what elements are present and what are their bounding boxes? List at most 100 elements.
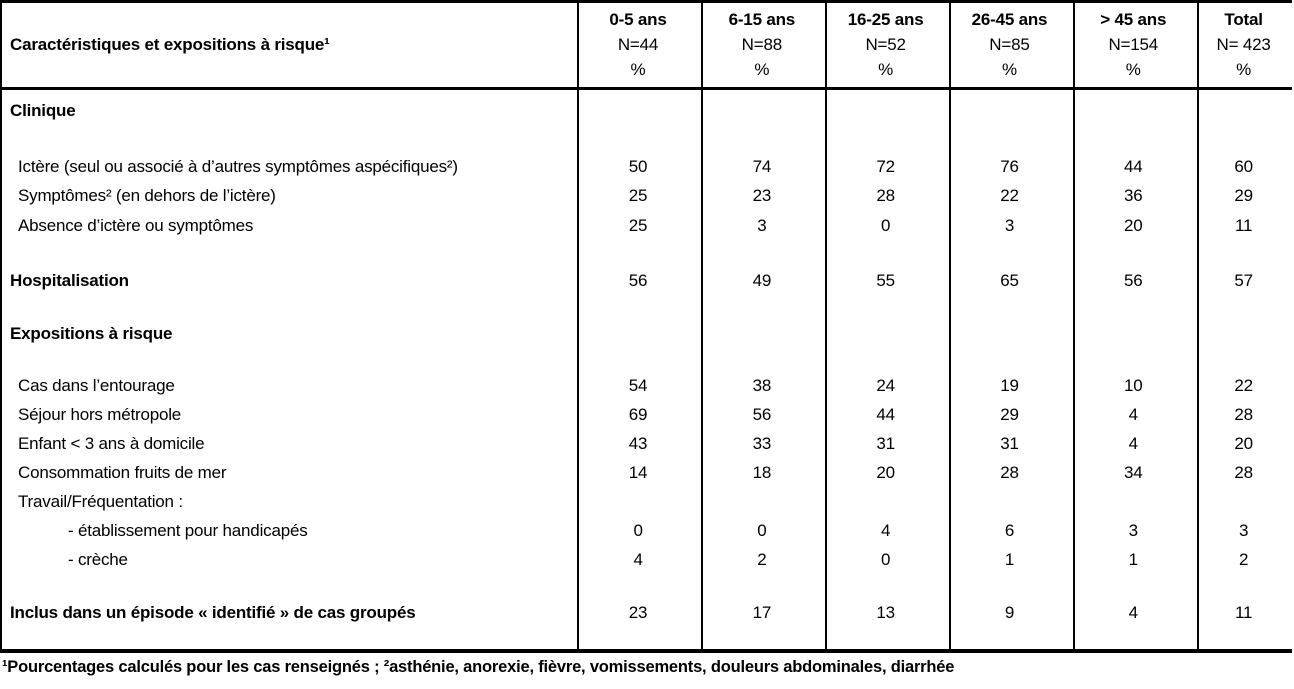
row-spacer (2, 348, 1292, 371)
table-row: Enfant < 3 ans à domicile 43 33 31 31 4 … (2, 429, 1292, 458)
table-row: Expositions à risque (2, 319, 1292, 348)
age-group-label: 0-5 ans (609, 10, 667, 30)
row-value: 55 (876, 270, 895, 290)
row-value: 13 (876, 602, 895, 622)
row-value: 25 (628, 215, 648, 235)
row-value (700, 487, 824, 516)
table-footnote: ¹Pourcentages calculés pour les cas rens… (2, 658, 955, 676)
row-label: Ictère (seul ou associé à d’autres sympt… (18, 156, 458, 176)
row-value: 33 (752, 433, 772, 453)
percent-symbol: % (754, 59, 770, 79)
column-header: > 45 ans N=154 % (1071, 3, 1195, 87)
table-row: Travail/Fréquentation : (2, 487, 1292, 516)
row-label: Absence d’ictère ou symptômes (18, 215, 254, 235)
percent-symbol: % (1125, 59, 1141, 79)
row-value: 9 (1004, 602, 1015, 622)
row-value: 3 (1238, 520, 1249, 540)
row-label: Hospitalisation (10, 270, 129, 290)
column-divider (825, 3, 827, 649)
column-header: Total N= 423 % (1195, 3, 1292, 87)
row-value (1071, 319, 1195, 348)
row-value: 50 (628, 156, 648, 176)
table-row: Ictère (seul ou associé à d’autres sympt… (2, 152, 1292, 181)
row-value (576, 319, 700, 348)
row-value (576, 487, 700, 516)
age-group-label: Total (1224, 10, 1263, 30)
column-header: 0-5 ans N=44 % (576, 3, 700, 87)
row-value: 1 (1128, 549, 1138, 569)
row-value: 20 (876, 462, 895, 482)
row-value (948, 487, 1072, 516)
table-row: Consommation fruits de mer 14 18 20 28 3… (2, 458, 1292, 487)
row-value (824, 487, 948, 516)
row-value: 4 (1128, 404, 1138, 424)
row-spacer (2, 295, 1292, 319)
percent-symbol: % (1236, 59, 1252, 79)
row-label: - établissement pour handicapés (68, 520, 308, 540)
row-value: 65 (1000, 270, 1019, 290)
table-row: - établissement pour handicapés 0 0 4 6 … (2, 516, 1292, 545)
age-group-label: 6-15 ans (728, 10, 796, 30)
row-value: 28 (1234, 462, 1253, 482)
row-value: 2 (1238, 549, 1249, 569)
row-spacer (2, 240, 1292, 266)
row-value: 23 (628, 602, 648, 622)
row-value: 3 (1128, 520, 1138, 540)
row-value: 28 (1234, 404, 1253, 424)
table-row: Cas dans l’entourage 54 38 24 19 10 22 (2, 371, 1292, 400)
row-value (1195, 90, 1292, 132)
row-value: 20 (1234, 433, 1253, 453)
row-value: 4 (633, 549, 643, 569)
column-divider (1073, 3, 1075, 649)
row-label: Expositions à risque (10, 323, 173, 343)
row-value: 31 (876, 433, 895, 453)
row-value: 23 (752, 186, 772, 205)
row-value (1071, 90, 1195, 132)
row-value: 0 (881, 215, 891, 235)
row-value (1071, 487, 1195, 516)
table-row: - crèche 4 2 0 1 1 2 (2, 545, 1292, 574)
row-value: 20 (1124, 215, 1143, 235)
row-value: 0 (757, 520, 767, 540)
row-value: 69 (628, 404, 648, 424)
row-label: Travail/Fréquentation : (18, 491, 183, 511)
row-value: 31 (1000, 433, 1019, 453)
table-row: Symptômes² (en dehors de l’ictère) 25 23… (2, 181, 1292, 211)
column-divider (577, 3, 579, 649)
row-label: Cas dans l’entourage (18, 375, 175, 395)
row-value: 38 (752, 375, 772, 395)
column-divider (1197, 3, 1199, 649)
row-spacer (2, 574, 1292, 598)
row-label: - crèche (68, 549, 128, 569)
column-header: 26-45 ans N=85 % (948, 3, 1072, 87)
table-header: Caractéristiques et expositions à risque… (2, 3, 1292, 90)
row-value: 60 (1234, 156, 1253, 176)
row-value: 43 (628, 433, 648, 453)
row-value (700, 319, 824, 348)
row-value: 25 (628, 186, 648, 205)
sample-size: N= 423 (1216, 34, 1271, 54)
table-row: Clinique (2, 90, 1292, 132)
row-value (576, 90, 700, 132)
row-value: 56 (752, 404, 772, 424)
row-value (1195, 319, 1292, 348)
row-value: 2 (757, 549, 767, 569)
row-value: 56 (628, 270, 648, 290)
percent-symbol: % (878, 59, 894, 79)
table-row: Hospitalisation 56 49 55 65 56 57 (2, 266, 1292, 295)
column-divider (949, 3, 951, 649)
row-value: 29 (1234, 186, 1253, 205)
table-row: Inclus dans un épisode « identifié » de … (2, 598, 1292, 627)
sample-size: N=88 (741, 34, 783, 54)
row-value (824, 319, 948, 348)
row-label: Séjour hors métropole (18, 404, 182, 424)
table-row: Séjour hors métropole 69 56 44 29 4 28 (2, 400, 1292, 429)
row-value: 0 (633, 520, 643, 540)
row-value: 4 (1128, 602, 1138, 622)
row-value: 76 (1000, 156, 1019, 176)
row-value: 74 (752, 156, 772, 176)
row-value (1195, 487, 1292, 516)
row-value: 10 (1124, 375, 1143, 395)
row-value: 11 (1234, 602, 1253, 622)
